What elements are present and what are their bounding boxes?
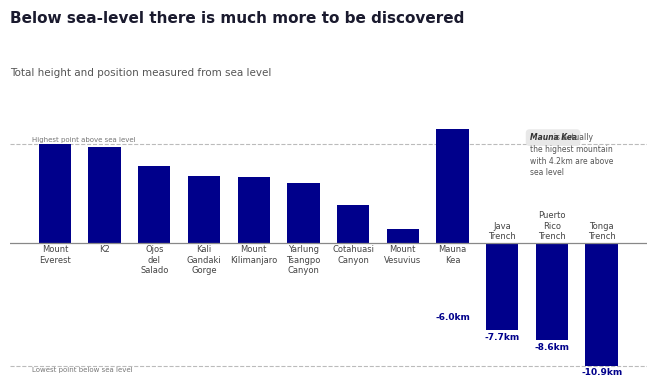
Text: Mount
Kilimanjaro: Mount Kilimanjaro [230,245,278,265]
Bar [586,243,617,366]
Bar [536,243,568,340]
Text: Mount
Vesuvius: Mount Vesuvius [384,245,421,265]
Text: is actually
the highest mountain
with 4.2km are above
sea level: is actually the highest mountain with 4.… [530,133,613,177]
Text: 8.8km: 8.8km [39,134,70,142]
Text: Puerto
Rico
Trench: Puerto Rico Trench [538,211,566,241]
Bar [39,144,71,243]
Text: -7.7km: -7.7km [485,332,520,342]
Text: Lowest point below sea level: Lowest point below sea level [32,367,133,373]
Bar [188,176,220,243]
Text: Mauna
Kea: Mauna Kea [438,245,467,265]
Text: Tonga
Trench: Tonga Trench [588,222,616,241]
Text: 8.6km: 8.6km [89,136,120,145]
Text: Ojos
del
Salado: Ojos del Salado [140,245,168,275]
Bar [138,166,170,243]
Text: Cotahuasi
Canyon: Cotahuasi Canyon [332,245,374,265]
Text: -8.6km: -8.6km [534,343,569,352]
Text: Mauna Kea: Mauna Kea [530,133,577,142]
Text: Total height and position measured from sea level: Total height and position measured from … [10,68,271,78]
Text: K2: K2 [99,245,110,255]
Bar [486,243,519,330]
Bar [237,177,270,243]
Bar [387,229,419,243]
Text: 5.4km: 5.4km [288,172,319,181]
Text: 10.2km: 10.2km [434,118,471,127]
Text: 6.0km: 6.0km [188,165,220,174]
Text: 1.3km: 1.3km [387,218,419,227]
Text: Yarlung
Tsangpo
Canyon: Yarlung Tsangpo Canyon [286,245,320,275]
Text: Java
Trench: Java Trench [488,222,516,241]
Text: Kali
Gandaki
Gorge: Kali Gandaki Gorge [187,245,222,275]
Bar [88,147,121,243]
Text: 6.9km: 6.9km [138,155,170,164]
Text: 3.4km: 3.4km [337,194,369,203]
Bar [337,205,369,243]
Text: Mount
Everest: Mount Everest [39,245,71,265]
Text: -6.0km: -6.0km [435,314,470,322]
Text: Below sea-level there is much more to be discovered: Below sea-level there is much more to be… [10,11,464,26]
Text: 5.9km: 5.9km [238,166,269,175]
Text: Highest point above sea level: Highest point above sea level [32,137,136,143]
Bar [436,128,469,243]
Bar [287,182,320,243]
Text: -10.9km: -10.9km [581,369,622,377]
